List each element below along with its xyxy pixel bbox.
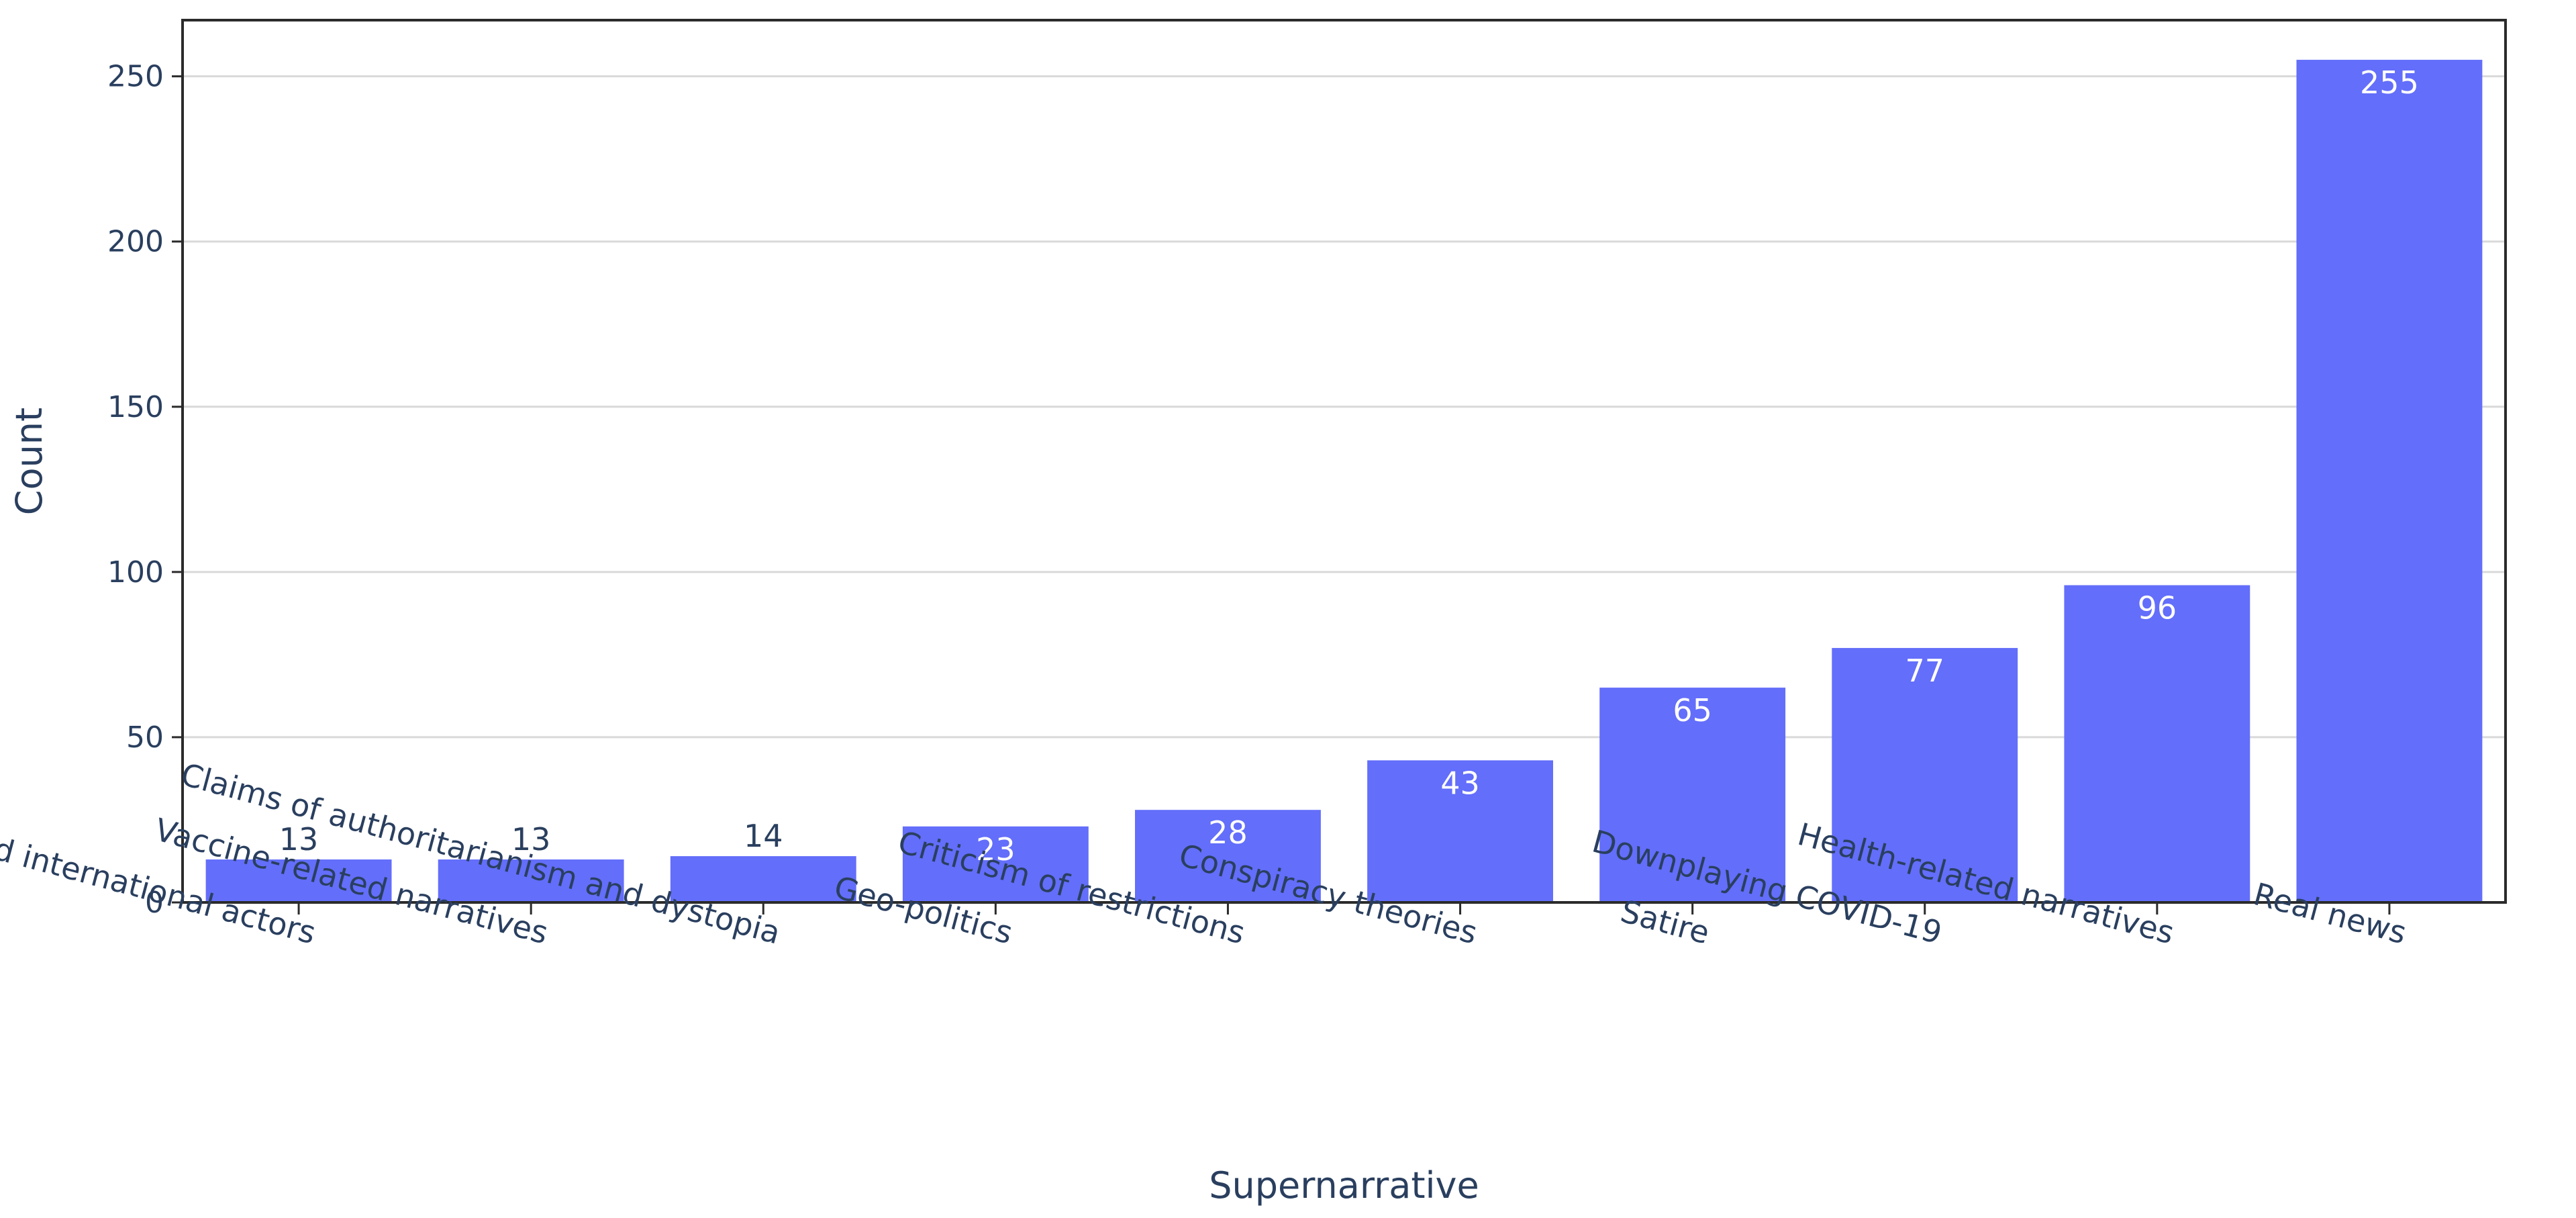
bar-value-label-6: 65 [1673, 692, 1712, 729]
y-tick-label: 250 [107, 60, 164, 94]
bar-3 [902, 826, 1089, 902]
bar-4 [1135, 810, 1321, 902]
bar-1 [438, 859, 624, 902]
y-axis-ticks: 0 50 100 150 200 250 [107, 60, 183, 920]
bar-5 [1367, 760, 1553, 902]
y-tick-label: 150 [107, 390, 164, 424]
bar-value-label-8: 96 [2138, 590, 2177, 626]
bar-value-label-7: 77 [1905, 653, 1944, 689]
plot-frame [181, 19, 2507, 904]
bar-8 [2064, 585, 2250, 902]
bar-value-label-2: 14 [744, 818, 783, 854]
y-tick-label: 100 [107, 555, 164, 590]
bar-value-label-9: 255 [2360, 64, 2419, 101]
y-axis-title: Count [8, 408, 50, 515]
bar-labels: 13 13 14 23 28 43 65 77 96 255 [279, 64, 2419, 868]
y-tick-label: 0 [145, 886, 164, 920]
bar-value-label-4: 28 [1208, 814, 1248, 851]
bar-value-label-3: 23 [976, 831, 1015, 868]
bar-7 [1832, 648, 2018, 902]
bar-value-label-1: 13 [511, 821, 551, 857]
bar-2 [670, 856, 856, 902]
bar-0 [205, 859, 392, 902]
bar-9 [2296, 60, 2483, 903]
bar-6 [1599, 688, 1786, 902]
bars [205, 60, 2483, 903]
y-tick-label: 200 [107, 225, 164, 259]
bar-value-label-5: 43 [1440, 765, 1480, 801]
bar-value-label-0: 13 [279, 821, 319, 857]
y-tick-label: 50 [126, 720, 164, 755]
x-axis-title: Supernarrative [1209, 1164, 1479, 1207]
